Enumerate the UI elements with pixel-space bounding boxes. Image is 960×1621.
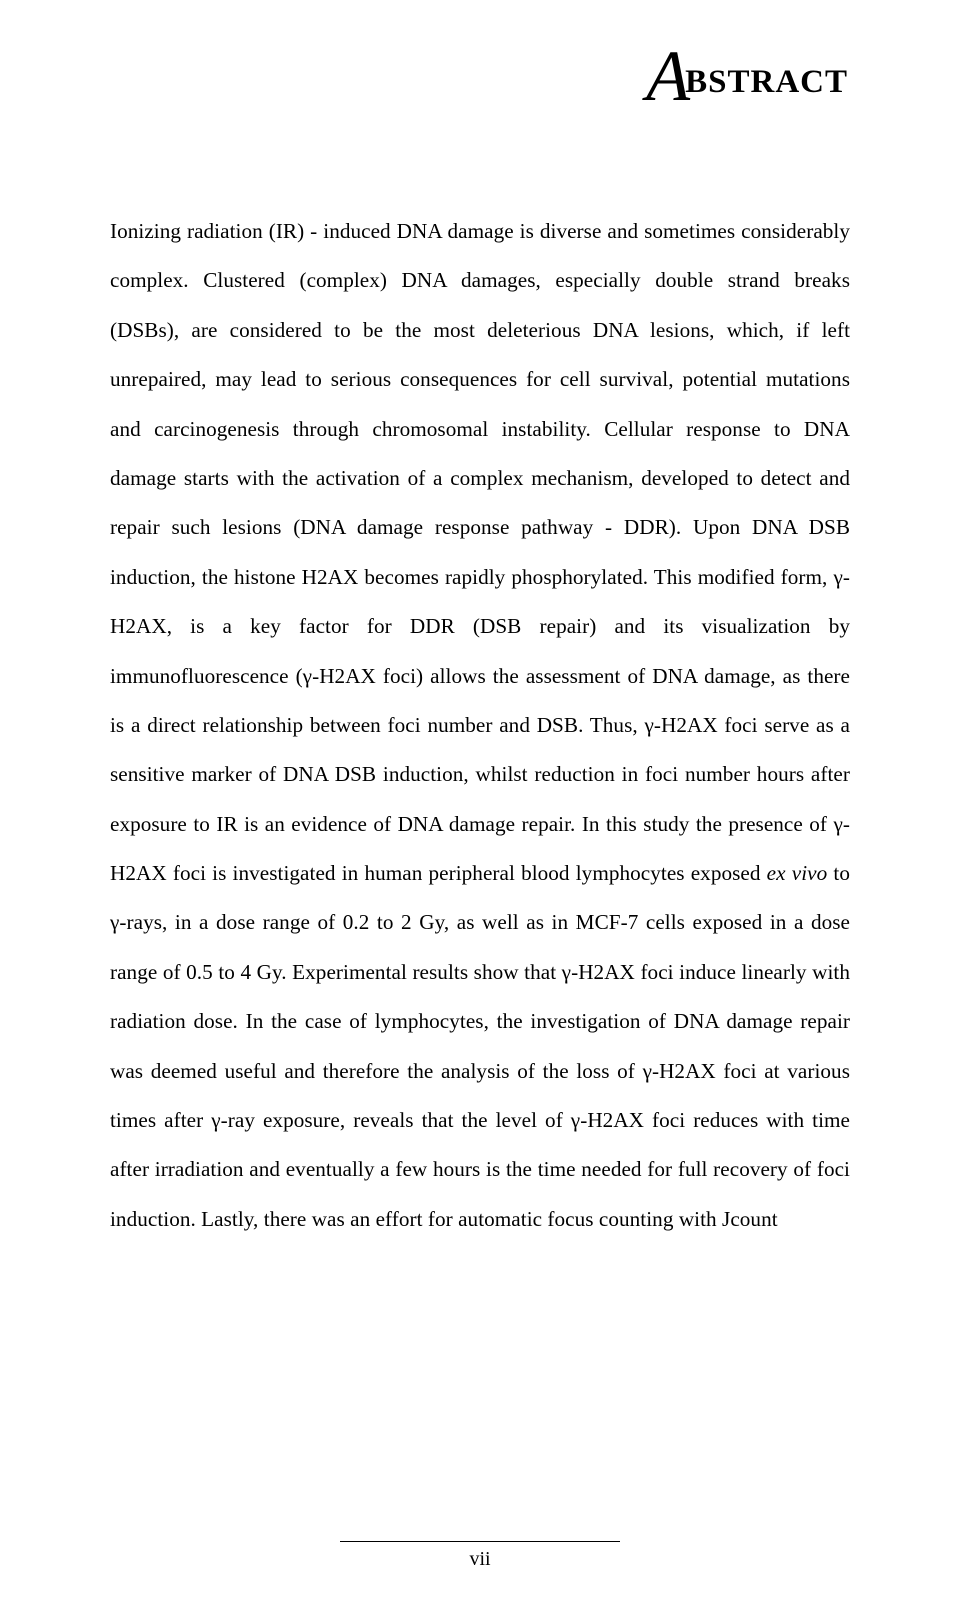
footer-divider — [340, 1541, 620, 1542]
abstract-text-part2: to γ-rays, in a dose range of 0.2 to 2 G… — [110, 861, 850, 1231]
page-footer: vii — [110, 1541, 850, 1571]
heading-text: BSTRACT — [685, 64, 848, 100]
page-heading-container: ABSTRACT — [110, 40, 850, 112]
abstract-italic: ex vivo — [767, 861, 828, 885]
abstract-text-part1: Ionizing radiation (IR) - induced DNA da… — [110, 219, 850, 885]
page-heading: ABSTRACT — [646, 40, 848, 112]
page-number: vii — [110, 1548, 850, 1571]
abstract-paragraph: Ionizing radiation (IR) - induced DNA da… — [110, 207, 850, 1244]
